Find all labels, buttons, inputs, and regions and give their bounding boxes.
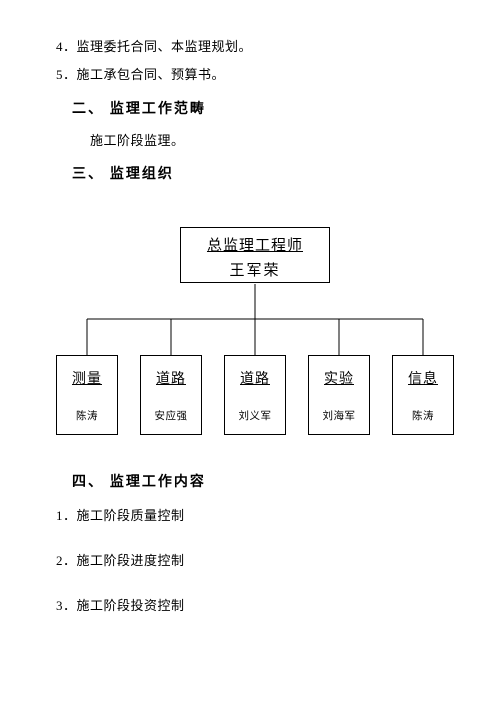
org-sub-box-1: 道路 安应强 <box>140 355 202 435</box>
org-sub-name: 刘海军 <box>309 408 369 423</box>
section-3-heading: 三、 监理组织 <box>72 163 454 183</box>
org-sub-name: 安应强 <box>141 408 201 423</box>
org-sub-box-2: 道路 刘义军 <box>224 355 286 435</box>
document-page: 4．监理委托合同、本监理规划。 5．施工承包合同、预算书。 二、 监理工作范畴 … <box>0 0 500 706</box>
section-4-item-1: 1．施工阶段质量控制 <box>56 505 454 524</box>
org-sub-role: 测量 <box>57 368 117 388</box>
org-sub-role: 实验 <box>309 368 369 388</box>
org-sub-name: 陈涛 <box>57 408 117 423</box>
numbered-item-4: 4．监理委托合同、本监理规划。 <box>56 38 454 56</box>
org-sub-name: 刘义军 <box>225 408 285 423</box>
org-sub-box-4: 信息 陈涛 <box>392 355 454 435</box>
org-chief-title: 总监理工程师 <box>181 234 329 255</box>
org-sub-role: 道路 <box>225 368 285 388</box>
org-chief-box: 总监理工程师 王军荣 <box>180 227 330 283</box>
section-2-heading: 二、 监理工作范畴 <box>72 98 454 118</box>
section-2-body: 施工阶段监理。 <box>90 130 454 149</box>
org-sub-name: 陈涛 <box>393 408 453 423</box>
org-sub-box-3: 实验 刘海军 <box>308 355 370 435</box>
section-4-item-2: 2．施工阶段进度控制 <box>56 550 454 569</box>
numbered-item-5: 5．施工承包合同、预算书。 <box>56 66 454 84</box>
section-4-heading: 四、 监理工作内容 <box>72 471 454 491</box>
org-sub-role: 信息 <box>393 368 453 388</box>
org-chart: 总监理工程师 王军荣 测量 陈涛 道路 安应强 道路 刘义军 实验 刘海军 信息… <box>56 227 454 457</box>
org-sub-role: 道路 <box>141 368 201 388</box>
org-chief-name: 王军荣 <box>181 259 329 280</box>
org-sub-box-0: 测量 陈涛 <box>56 355 118 435</box>
section-4-item-3: 3．施工阶段投资控制 <box>56 595 454 614</box>
